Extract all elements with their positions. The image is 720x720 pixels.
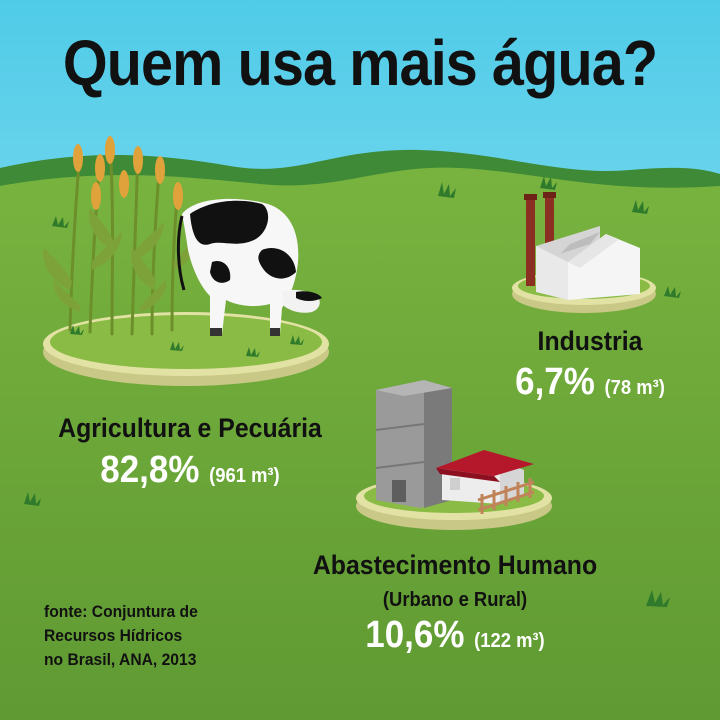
source-line: Recursos Hídricos [44, 626, 183, 645]
grass-tuft-icon [70, 325, 304, 357]
agriculture-value: 82,8% (961 m³) [34, 449, 347, 492]
human-supply-volume: (122 m³) [474, 630, 545, 652]
agriculture-percent: 82,8% [100, 449, 200, 491]
agriculture-volume: (961 m³) [209, 465, 280, 487]
factory-icon [524, 192, 640, 300]
water-tower-icon [375, 380, 452, 508]
agriculture-label: Agricultura e Pecuária [58, 413, 322, 443]
human-supply-label: Abastecimento Humano [312, 550, 598, 580]
human-supply-subtitle: (Urbano e Rural) [382, 589, 528, 611]
source-note: fonte: Conjuntura de Recursos Hídricos n… [44, 600, 228, 672]
source-line: no Brasil, ANA, 2013 [44, 650, 197, 669]
agriculture-island [43, 312, 329, 386]
industry-value: 6,7% (78 m³) [480, 361, 701, 404]
cow-icon [176, 198, 322, 336]
human-supply-percent: 10,6% [365, 614, 465, 656]
industry-label: Industria [537, 326, 643, 356]
industry-percent: 6,7% [515, 361, 595, 403]
chart-title: Quem usa mais água? [62, 27, 658, 99]
industry-volume: (78 m³) [604, 377, 665, 399]
fence-icon [477, 478, 535, 514]
grass-tuft-icon [24, 176, 681, 607]
human-supply-value: 10,6% (122 m³) [312, 614, 597, 657]
source-line: fonte: Conjuntura de [44, 602, 198, 621]
